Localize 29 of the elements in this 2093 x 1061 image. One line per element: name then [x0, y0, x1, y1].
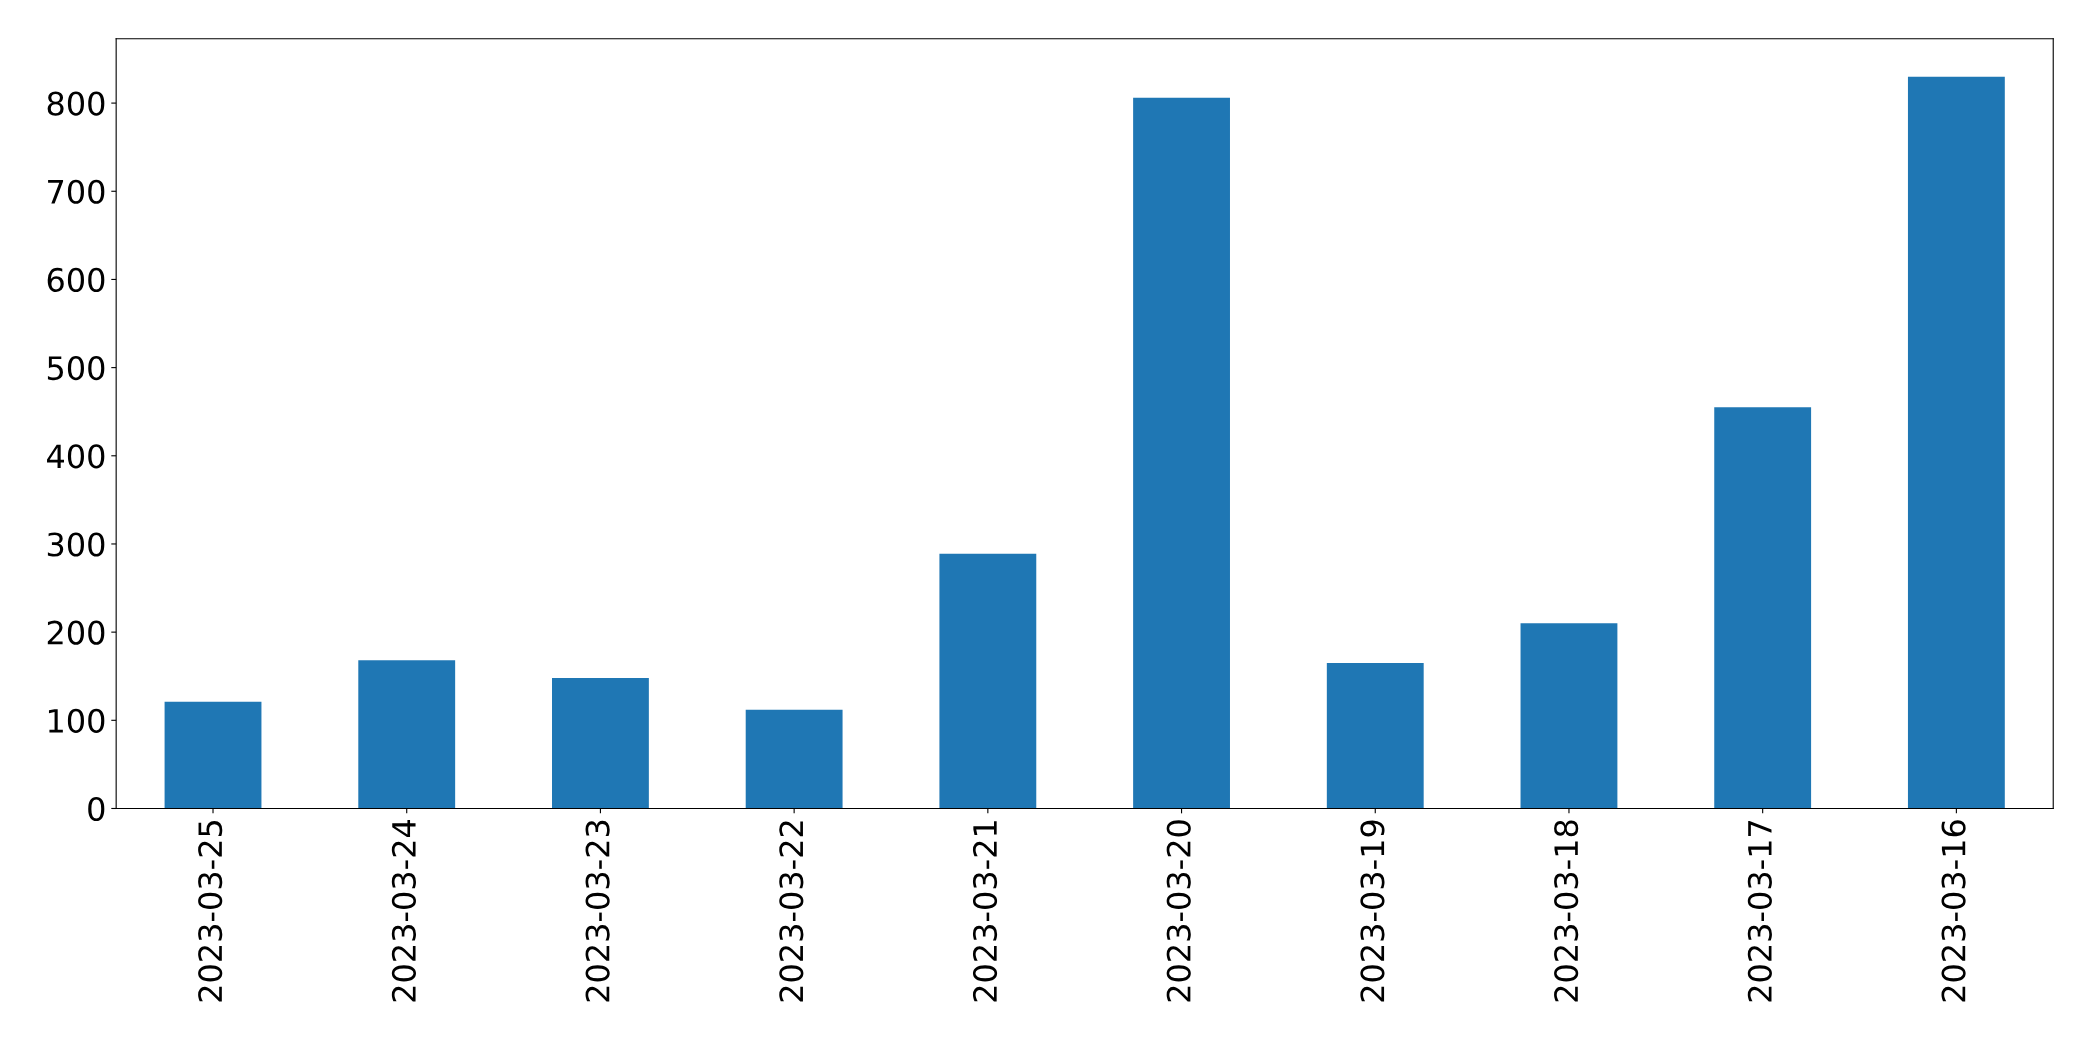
y-tick-label: 400 [47, 444, 105, 469]
x-tick-label: 2023-03-22 [779, 821, 804, 1002]
x-tick-label: 2023-03-20 [1166, 820, 1191, 1002]
bar [1326, 663, 1424, 809]
y-tick-label: 300 [47, 532, 105, 557]
y-tick-label: 0 [88, 796, 105, 822]
y-tick-label: 700 [48, 179, 105, 204]
y-tick-label: 200 [47, 620, 105, 645]
bar [164, 701, 262, 809]
x-tick-label: 2023-03-16 [1941, 820, 1966, 1002]
x-tick-label: 2023-03-24 [391, 820, 416, 1002]
y-tick-label: 800 [47, 91, 105, 116]
bar [745, 709, 843, 809]
bar [1133, 97, 1230, 809]
x-tick-label: 2023-03-21 [972, 821, 998, 1002]
x-tick-label: 2023-03-23 [585, 820, 610, 1002]
y-tick-label: 500 [47, 356, 105, 381]
bar [939, 553, 1037, 809]
y-tick-label: 600 [47, 267, 105, 293]
bar [358, 660, 456, 809]
x-tick-label: 2023-03-19 [1360, 820, 1385, 1002]
x-tick-label: 2023-03-25 [198, 820, 223, 1002]
bar [1520, 623, 1618, 809]
y-tick-label: 100 [48, 708, 105, 733]
bar [1714, 407, 1812, 809]
x-tick-label: 2023-03-17 [1747, 820, 1772, 1002]
bar [1907, 76, 2005, 809]
bar [552, 677, 649, 809]
x-tick-label: 2023-03-18 [1554, 820, 1579, 1002]
